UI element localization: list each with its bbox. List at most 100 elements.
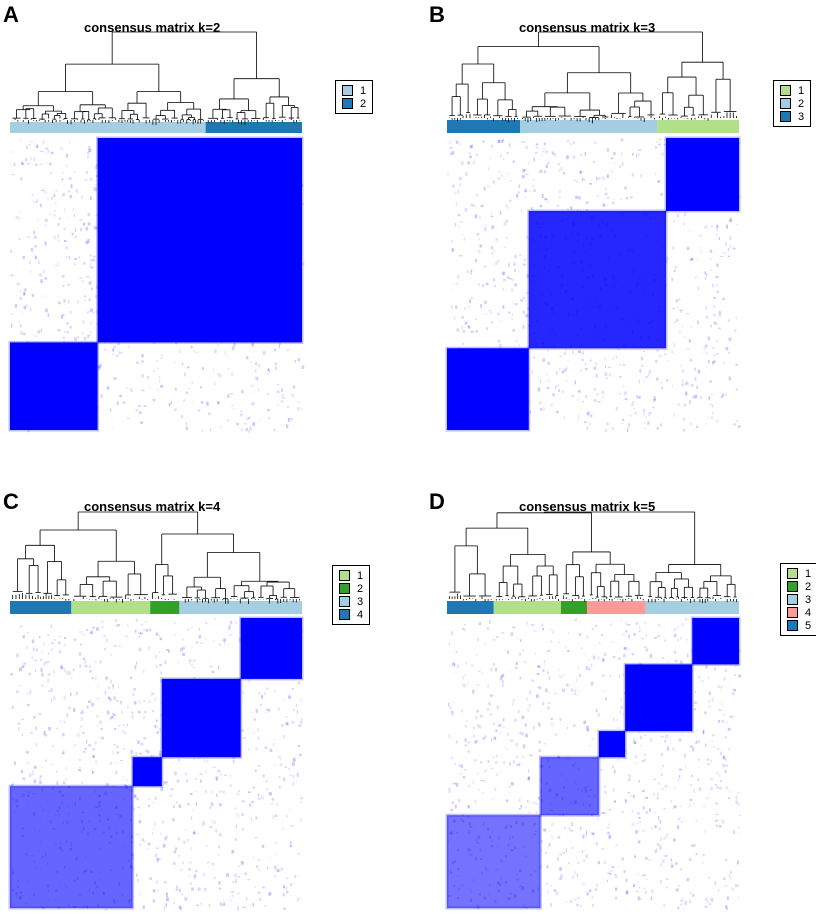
heatmap-cell xyxy=(680,309,682,313)
heatmap-cell xyxy=(537,665,541,669)
heatmap-cell xyxy=(193,873,197,878)
heatmap-cell xyxy=(47,196,49,201)
heatmap-cell xyxy=(63,227,66,230)
heatmap-cell xyxy=(725,859,728,862)
heatmap-cell xyxy=(728,319,730,322)
heatmap-cell xyxy=(165,893,168,898)
heatmap-cell xyxy=(661,773,663,777)
heatmap-cell xyxy=(156,367,160,369)
heatmap-cell xyxy=(514,303,518,306)
heatmap-cell xyxy=(30,157,32,160)
heatmap-cell xyxy=(31,656,34,659)
heatmap-cell xyxy=(118,351,121,355)
heatmap-cell xyxy=(467,785,471,788)
heatmap-cell xyxy=(738,674,742,678)
heatmap-cell xyxy=(252,903,255,907)
heatmap-cell xyxy=(692,893,695,897)
heatmap-cell xyxy=(281,388,284,392)
heatmap-cell xyxy=(174,633,177,636)
heatmap-cell xyxy=(470,297,474,299)
heatmap-cell xyxy=(233,342,236,347)
heatmap-cell xyxy=(630,196,633,199)
heatmap-cell xyxy=(455,782,459,787)
cluster-bar-segment xyxy=(587,601,646,614)
heatmap-cell xyxy=(637,812,640,815)
heatmap-cell xyxy=(178,804,182,809)
heatmap-cell xyxy=(47,652,50,655)
heatmap-cell xyxy=(273,764,276,767)
consensus-figure xyxy=(445,511,742,911)
heatmap-cell xyxy=(609,623,613,626)
heatmap-cell xyxy=(700,249,702,254)
consensus-block-edge xyxy=(160,677,243,759)
heatmap-cell xyxy=(553,153,557,157)
heatmap-cell xyxy=(508,143,511,148)
heatmap-cell xyxy=(663,143,667,146)
heatmap-cell xyxy=(690,422,692,426)
heatmap-cell xyxy=(496,721,499,724)
heatmap-cell xyxy=(579,153,583,156)
heatmap-cell xyxy=(666,886,669,889)
heatmap-cell xyxy=(571,875,574,879)
heatmap-cell xyxy=(582,882,585,886)
heatmap-cell xyxy=(477,724,479,728)
heatmap-cell xyxy=(526,697,528,701)
heatmap-cell xyxy=(481,284,485,288)
heatmap-cell xyxy=(26,750,29,754)
heatmap-cell xyxy=(675,862,678,865)
heatmap-cell xyxy=(729,715,732,718)
heatmap-cell xyxy=(502,718,505,722)
heatmap-cell xyxy=(563,351,566,355)
heatmap-cell xyxy=(737,897,740,899)
heatmap-cell xyxy=(114,728,117,730)
heatmap-cell xyxy=(660,863,662,866)
heatmap-cell xyxy=(490,321,493,324)
heatmap-cell xyxy=(268,792,272,796)
heatmap-cell xyxy=(503,271,505,275)
heatmap-cell xyxy=(136,361,139,364)
legend-item: 1 xyxy=(787,567,811,580)
heatmap-cell xyxy=(88,281,92,285)
heatmap-cell xyxy=(566,140,569,142)
heatmap-cell xyxy=(515,662,518,665)
heatmap-cell xyxy=(64,330,66,333)
heatmap-cell xyxy=(459,142,461,146)
heatmap-cell xyxy=(15,216,18,219)
heatmap-cell xyxy=(632,407,636,410)
heatmap-cell xyxy=(79,277,83,279)
heatmap-cell xyxy=(617,866,620,868)
heatmap-cell xyxy=(524,196,528,198)
heatmap-cell xyxy=(197,887,201,891)
heatmap-cell xyxy=(609,808,612,811)
heatmap-cell xyxy=(15,690,19,694)
heatmap-cell xyxy=(498,343,502,348)
heatmap-cell xyxy=(501,673,505,677)
heatmap-cell xyxy=(134,794,137,799)
heatmap-cell xyxy=(698,739,700,744)
heatmap-cell xyxy=(673,633,677,638)
heatmap-cell xyxy=(656,349,659,352)
heatmap-cell xyxy=(90,259,93,262)
heatmap-cell xyxy=(156,665,158,668)
legend-item: 5 xyxy=(787,619,811,632)
legend-label: 1 xyxy=(357,569,364,582)
heatmap-cell xyxy=(83,223,86,225)
heatmap-cell xyxy=(525,314,529,318)
heatmap-cell xyxy=(217,770,221,773)
heatmap-cell xyxy=(170,400,173,404)
heatmap-cell xyxy=(569,899,573,904)
heatmap-cell xyxy=(456,328,460,332)
heatmap-cell xyxy=(175,847,178,851)
heatmap-cell xyxy=(519,676,522,680)
heatmap-cell xyxy=(635,762,637,764)
heatmap-cell xyxy=(115,770,118,775)
heatmap-cell xyxy=(88,149,92,153)
heatmap-cell xyxy=(133,794,137,798)
heatmap-cell xyxy=(17,216,20,220)
heatmap-cell xyxy=(216,793,218,797)
heatmap-cell xyxy=(219,790,223,793)
heatmap-cell xyxy=(578,196,581,200)
heatmap-cell xyxy=(695,853,698,856)
heatmap-cell xyxy=(607,872,611,874)
